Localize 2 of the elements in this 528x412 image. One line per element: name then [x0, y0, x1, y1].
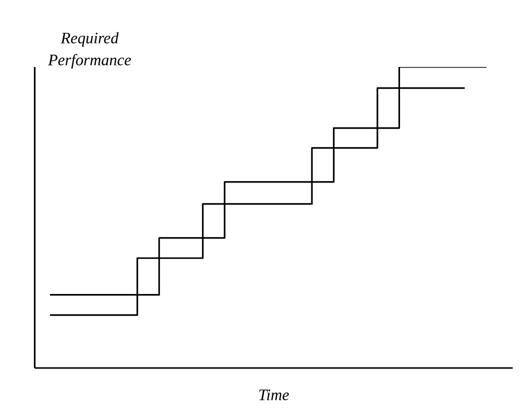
y-axis-title: Required Performance [48, 32, 131, 69]
x-axis-title: Time [259, 390, 289, 400]
